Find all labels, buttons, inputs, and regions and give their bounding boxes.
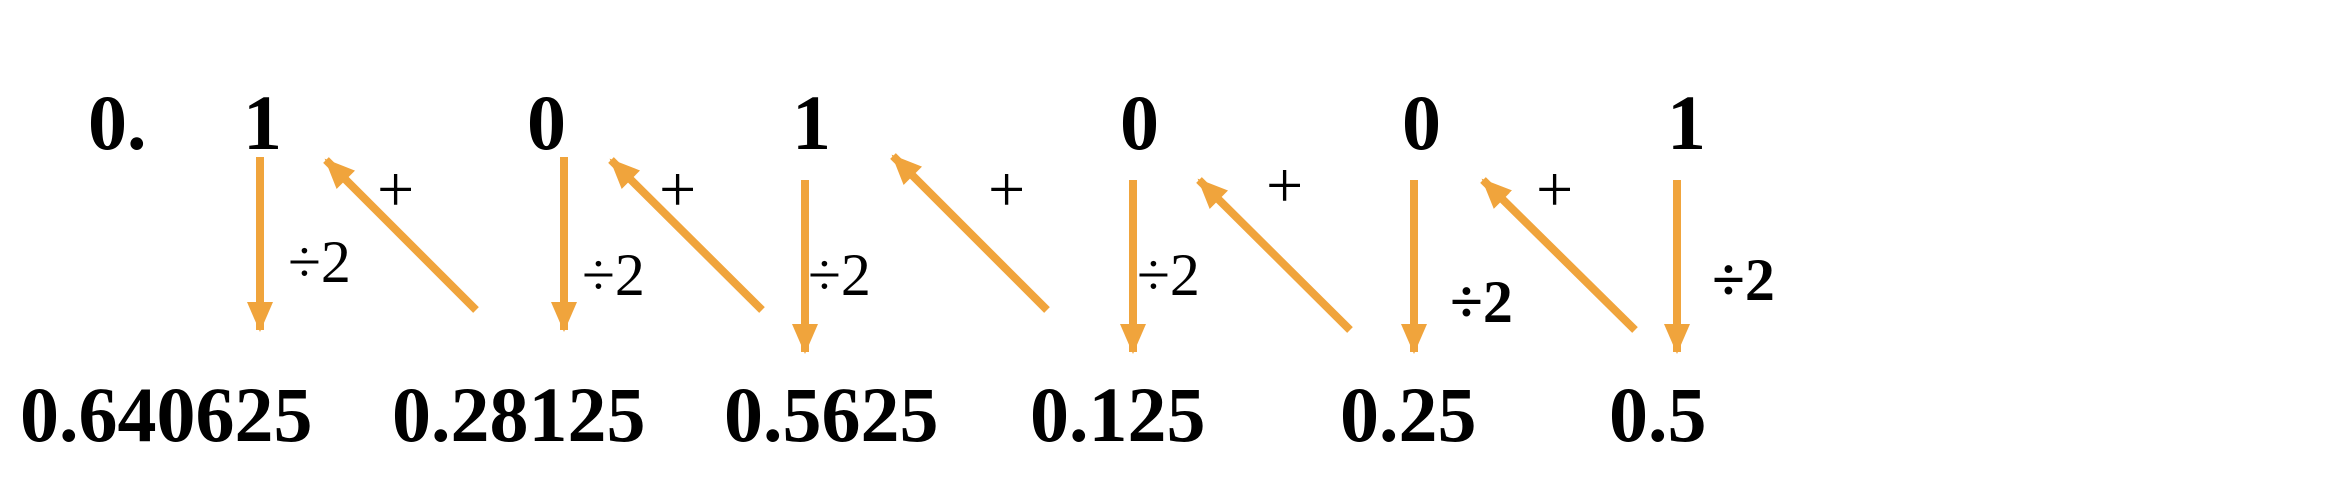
carry-arrow xyxy=(1480,177,1638,333)
carry-arrow xyxy=(890,153,1050,313)
binary-point-prefix: 0. xyxy=(88,79,147,166)
divide-by-two-label: ÷2 xyxy=(808,242,871,308)
divide-by-two-label: ÷2 xyxy=(1450,269,1513,335)
divide-by-two-label: ÷2 xyxy=(1137,242,1200,308)
plus-sign: + xyxy=(659,153,697,226)
divide-by-two-label: ÷2 xyxy=(582,242,645,308)
carry-arrow xyxy=(1196,177,1353,333)
decimal-value: 0.25 xyxy=(1340,371,1477,458)
binary-digit: 0 xyxy=(1120,79,1159,166)
carry-arrow xyxy=(323,157,479,313)
plus-sign: + xyxy=(377,153,415,226)
decimal-value: 0.5 xyxy=(1609,371,1707,458)
divide-by-two-label: ÷2 xyxy=(288,229,351,295)
binary-digit: 0 xyxy=(527,79,566,166)
decimal-value: 0.5625 xyxy=(724,371,939,458)
plus-sign: + xyxy=(1536,153,1574,226)
binary-digit: 1 xyxy=(243,79,282,166)
divide-by-two-label: ÷2 xyxy=(1712,247,1775,313)
plus-sign: + xyxy=(988,153,1026,226)
carry-arrow xyxy=(608,157,765,313)
decimal-value: 0.125 xyxy=(1030,371,1206,458)
binary-digit: 1 xyxy=(1667,79,1706,166)
decimal-value: 0.28125 xyxy=(392,371,646,458)
plus-sign: + xyxy=(1266,149,1304,222)
decimal-value: 0.640625 xyxy=(20,371,313,458)
binary-digit: 0 xyxy=(1402,79,1441,166)
binary-digit: 1 xyxy=(792,79,831,166)
